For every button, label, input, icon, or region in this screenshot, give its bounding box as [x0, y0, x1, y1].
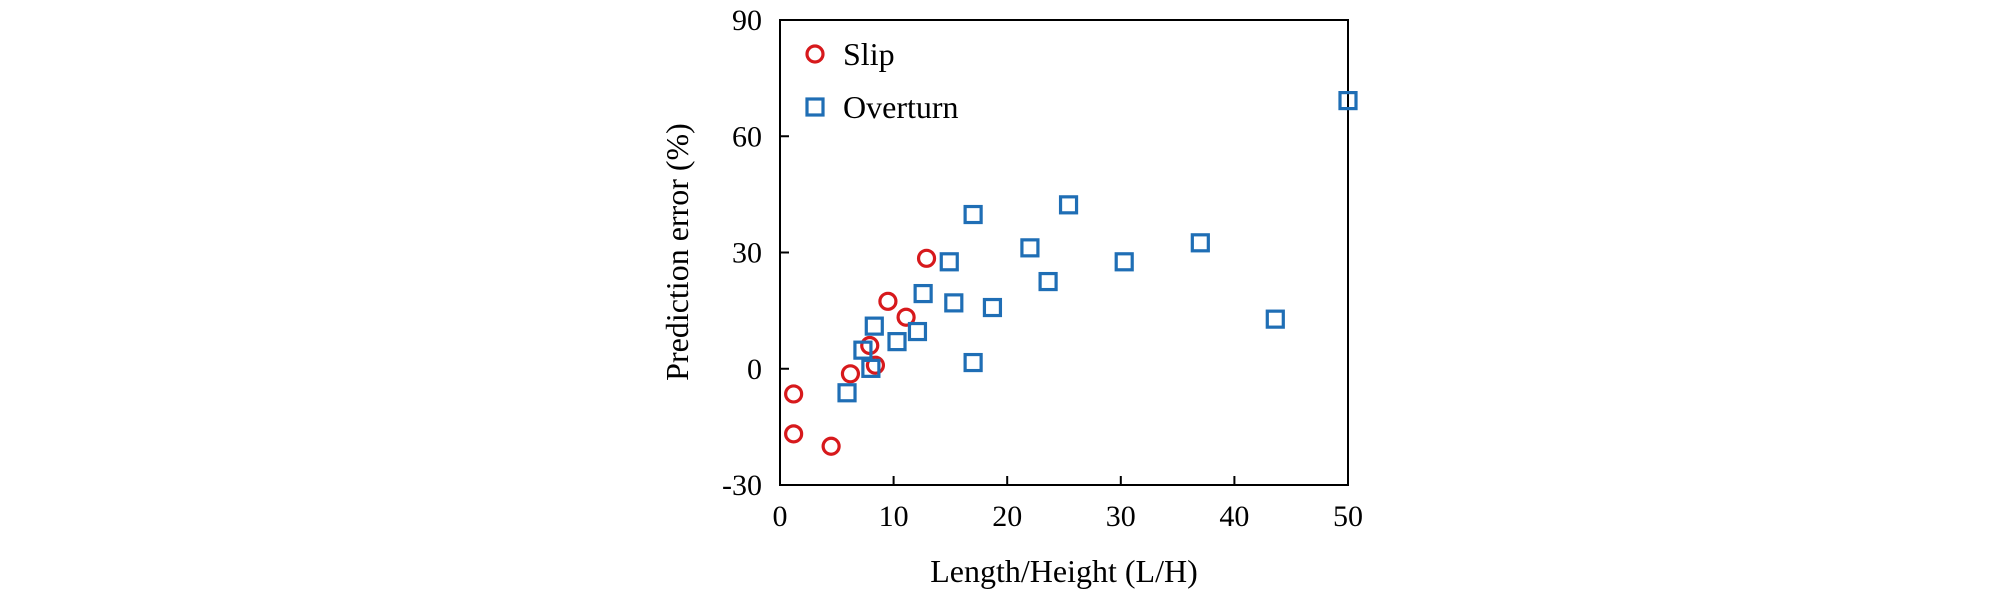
overturn-point	[963, 352, 983, 373]
y-tick-label: 0	[747, 353, 762, 386]
slip-point	[896, 307, 916, 327]
slip-point	[878, 291, 898, 311]
legend: Slip Overturn	[805, 36, 959, 125]
overturn-point	[861, 358, 881, 378]
x-axis: 0 10 20 30 40 50	[773, 476, 1363, 533]
y-axis-title: Prediction error (%)	[659, 123, 695, 381]
x-tick-label: 40	[1219, 500, 1249, 533]
x-tick-label: 20	[992, 500, 1022, 533]
slip-point	[865, 355, 886, 375]
overturn-point	[887, 332, 907, 352]
y-tick-label: -30	[722, 469, 762, 502]
overturn-point	[982, 297, 1003, 318]
x-tick-label: 50	[1333, 500, 1363, 533]
x-tick-label: 0	[773, 500, 788, 533]
x-tick-label: 30	[1106, 500, 1136, 533]
slip-point	[840, 364, 861, 384]
overturn-point	[1058, 195, 1079, 215]
slip-point	[916, 248, 937, 268]
overturn-point	[913, 283, 933, 304]
legend-slip-marker	[805, 44, 825, 64]
x-tick-label: 10	[879, 500, 909, 533]
overturn-point	[944, 293, 964, 313]
overturn-point	[1038, 271, 1058, 292]
overturn-point	[864, 316, 884, 336]
slip-point	[821, 436, 841, 456]
y-tick-label: 60	[732, 120, 762, 153]
x-axis-title: Length/Height (L/H)	[930, 553, 1197, 589]
slip-point	[784, 384, 804, 404]
data-points	[784, 90, 1358, 456]
overturn-point	[1114, 252, 1134, 272]
overturn-point	[853, 340, 873, 360]
overturn-point	[963, 204, 983, 225]
legend-label: Overturn	[843, 89, 959, 125]
overturn-point	[939, 252, 959, 272]
overturn-point	[837, 383, 857, 403]
y-axis: -30 0 30 60 90	[722, 4, 789, 502]
overturn-point	[1338, 90, 1358, 111]
legend-label: Slip	[843, 36, 895, 72]
legend-overturn-marker	[805, 97, 825, 117]
y-tick-label: 90	[732, 4, 762, 37]
overturn-point	[907, 321, 928, 342]
overturn-point	[1020, 238, 1040, 258]
overturn-point	[1265, 309, 1285, 329]
overturn-point	[1190, 233, 1210, 253]
slip-point	[784, 424, 804, 444]
y-tick-label: 30	[732, 237, 762, 270]
